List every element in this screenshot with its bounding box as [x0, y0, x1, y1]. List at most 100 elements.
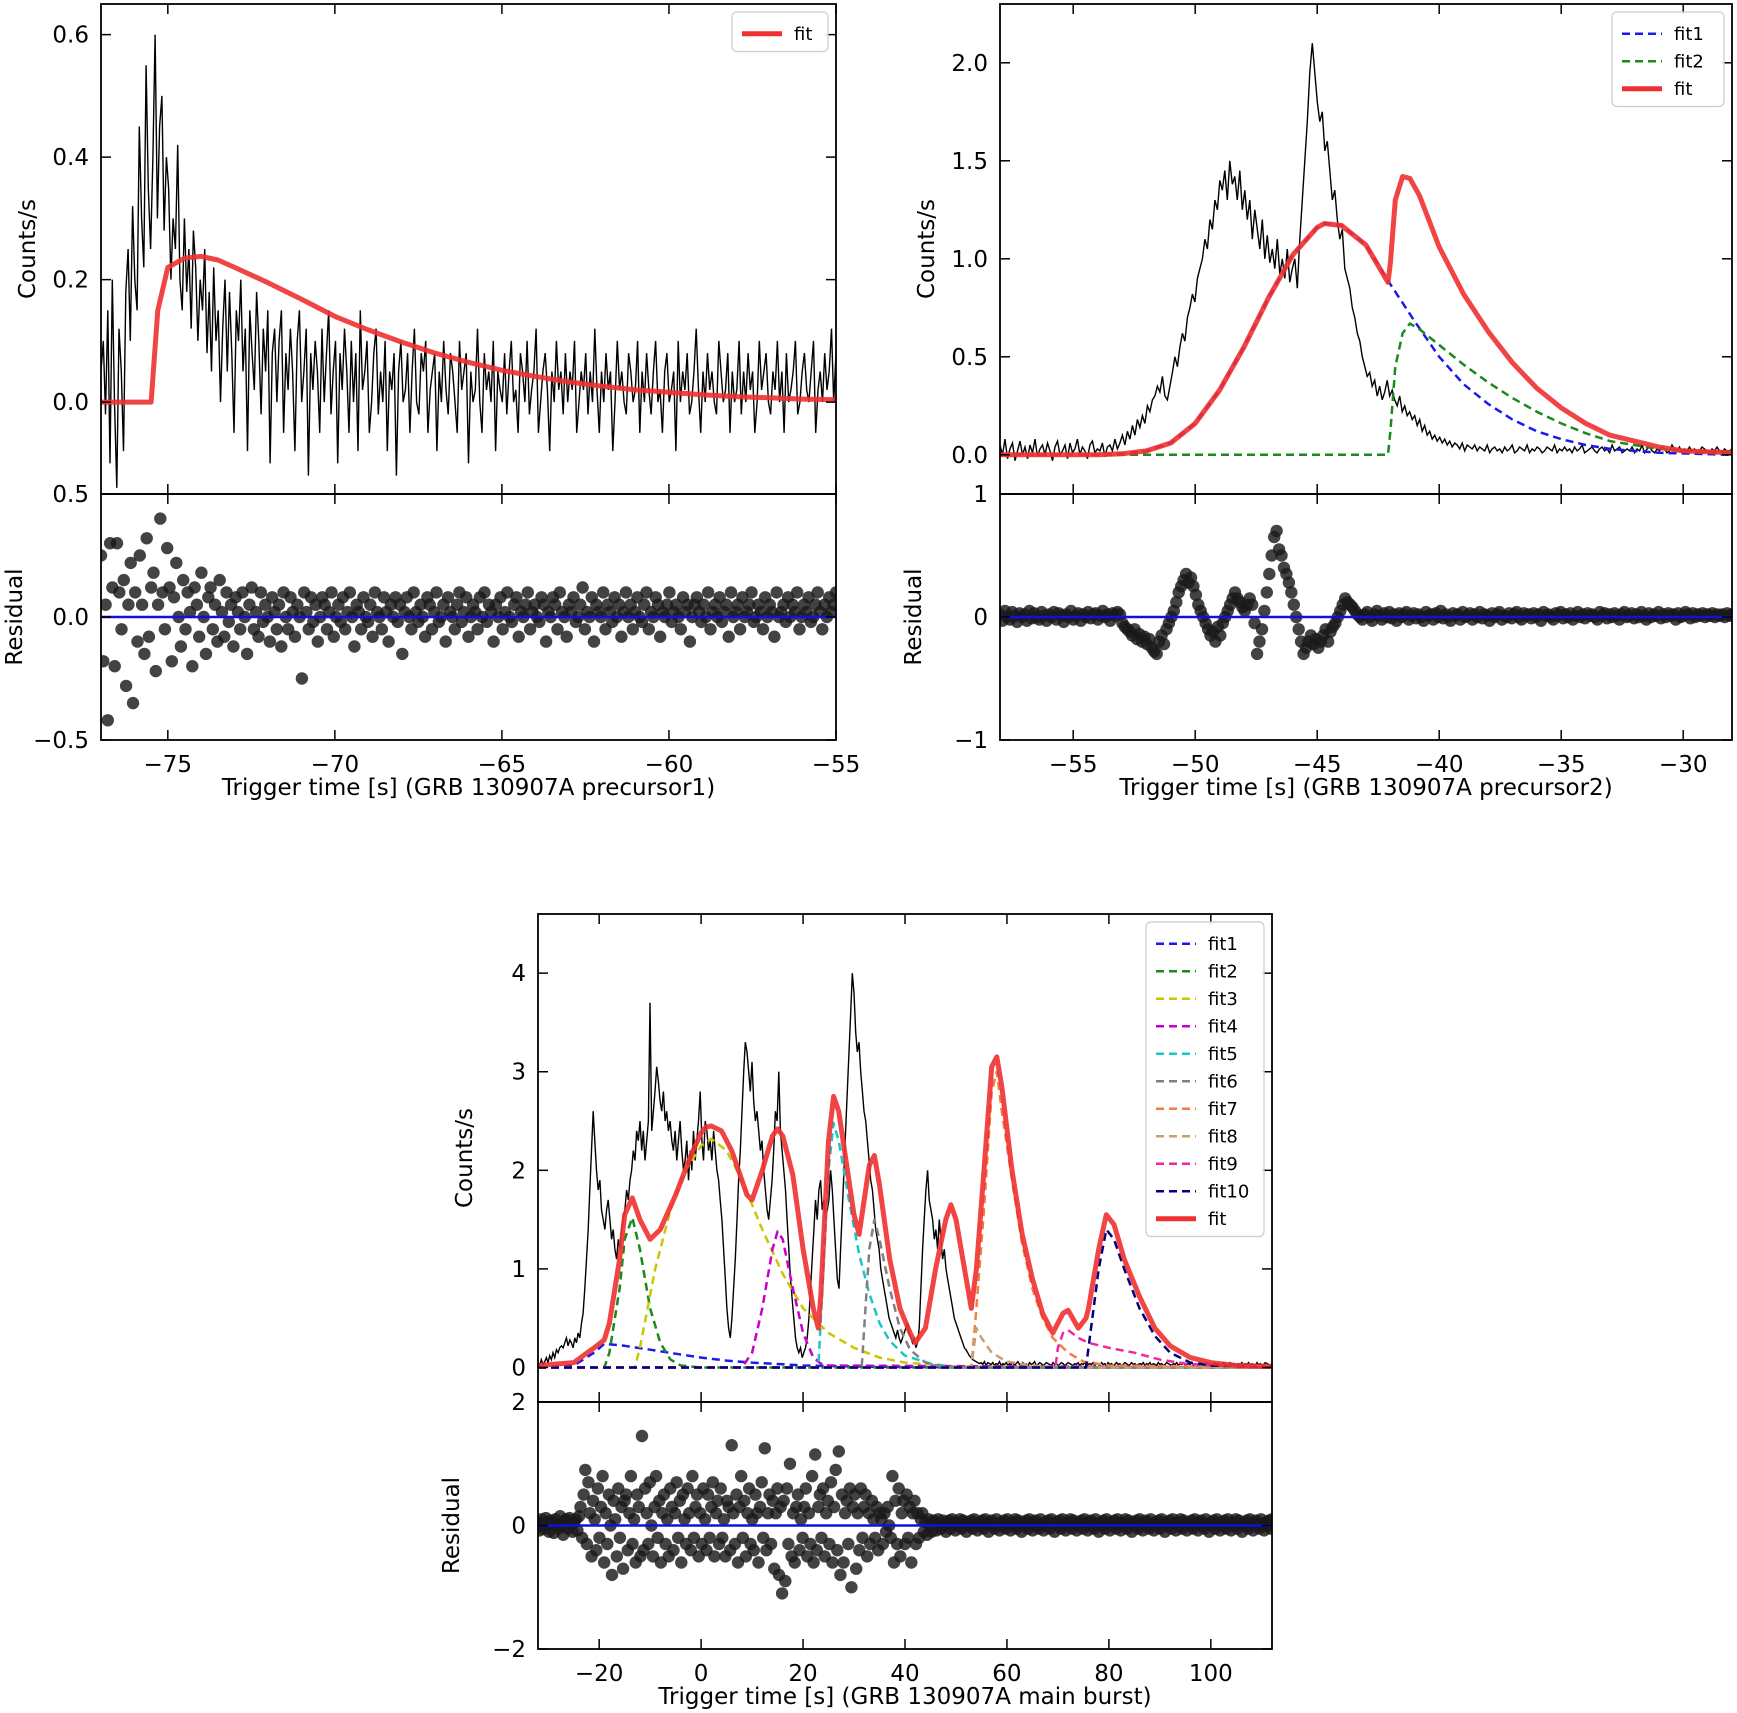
residual-point	[1265, 1513, 1272, 1526]
residual-point	[576, 581, 589, 594]
residual-point	[626, 623, 639, 636]
residual-point	[193, 630, 206, 643]
top-panel-frame	[100, 3, 837, 495]
residual-point	[551, 623, 564, 636]
residual-point	[145, 581, 158, 594]
residual-point	[591, 1482, 605, 1495]
residual-point	[824, 1476, 838, 1489]
residual-point	[245, 581, 258, 594]
residual-point	[807, 1556, 820, 1569]
residual-point	[670, 1476, 683, 1489]
residual-point	[275, 640, 288, 653]
residual-point	[703, 1531, 716, 1545]
series-line-fit6	[538, 1218, 1272, 1369]
residual-point	[113, 586, 126, 599]
residual-point	[598, 1556, 611, 1569]
residual-point	[101, 549, 108, 562]
residual-point	[272, 598, 286, 611]
series-line-fit2	[538, 1216, 1272, 1369]
residual-point	[791, 586, 804, 599]
residual-point	[681, 1482, 694, 1495]
residual-point	[704, 623, 717, 636]
residual-point	[325, 586, 338, 599]
x-tick-label: −60	[645, 752, 694, 778]
residual-point	[288, 630, 302, 643]
residual-point	[147, 566, 160, 579]
residual-point	[616, 1562, 630, 1575]
residual-point	[601, 1537, 614, 1551]
x-tick-label: −35	[1537, 752, 1586, 778]
top-panel-plot-area	[101, 34, 836, 488]
residual-point	[809, 1448, 822, 1461]
residual-point	[101, 714, 115, 727]
residual-point	[343, 586, 356, 599]
legend-box	[1145, 921, 1265, 1238]
y-tick-label: 0	[511, 1355, 526, 1381]
residual-point	[850, 1562, 863, 1575]
residual-point	[609, 1513, 622, 1526]
x-tick-label: −45	[1293, 752, 1342, 778]
residual-point	[119, 679, 133, 693]
residual-point	[725, 1439, 738, 1452]
residual-point	[597, 586, 610, 599]
y-tick-label: −1	[954, 728, 988, 754]
series-line-fit	[1000, 174, 1732, 458]
x-tick-label: −20	[575, 1661, 624, 1687]
residual-point	[553, 586, 566, 599]
residual-point	[768, 630, 781, 643]
y-tick-label: 3	[511, 1060, 526, 1086]
residual-point	[165, 655, 178, 668]
x-axis-label: Trigger time [s] (GRB 130907A precursor2…	[1118, 775, 1612, 801]
residual-point	[480, 615, 493, 629]
residual-point	[837, 1556, 850, 1569]
residual-point	[834, 1568, 847, 1582]
x-tick-label: 40	[890, 1661, 919, 1687]
residual-point	[831, 1544, 844, 1557]
residual-point	[908, 1494, 921, 1508]
x-tick-label: −55	[812, 752, 861, 778]
residual-point	[805, 1469, 819, 1483]
residual-point	[620, 1488, 633, 1501]
residual-point	[188, 581, 201, 594]
residual-point	[675, 1556, 688, 1569]
residual-point	[252, 630, 265, 643]
residual-point	[811, 586, 824, 599]
residual-point	[827, 1500, 841, 1514]
residual-point	[724, 586, 738, 599]
data-line	[101, 34, 836, 488]
residual-point	[533, 615, 546, 629]
legend: fit1 fit2 fit3 fit4 fit5 fit6 fit7 fit8 fit9 fit1…	[1145, 921, 1265, 1238]
residual-point	[845, 1581, 858, 1594]
residual-point	[842, 1537, 855, 1551]
residual-point	[254, 586, 267, 599]
residual-point	[204, 581, 217, 594]
residual-point	[539, 635, 553, 648]
legend-label-fit: fit	[794, 24, 812, 45]
residual-point	[190, 598, 204, 611]
residual-point	[163, 581, 176, 594]
residual-point	[215, 605, 229, 619]
residual-point	[667, 1544, 680, 1557]
chart-main_burst: 01234Counts/sfit1fit2fit3fit4fit5fit6fit…	[439, 913, 1273, 1710]
residual-point	[829, 586, 836, 599]
residual-point	[886, 1469, 899, 1483]
top-panel-plot-area	[1000, 43, 1732, 461]
residual-point	[441, 591, 455, 604]
x-tick-label: 0	[694, 1661, 709, 1687]
residual-point	[578, 623, 592, 636]
residual-point	[587, 635, 601, 648]
residual-point	[701, 1488, 715, 1501]
residual-point	[708, 1550, 721, 1563]
residual-point	[572, 1510, 586, 1523]
residual-point	[430, 586, 443, 599]
residual-point	[649, 1469, 663, 1483]
residual-point	[711, 1494, 724, 1508]
y-axis-label: Residual	[901, 568, 927, 665]
residual-point	[142, 630, 156, 643]
series-line-fit8	[538, 1326, 1272, 1369]
residual-point	[788, 1556, 801, 1569]
x-tick-label: −50	[1171, 752, 1220, 778]
residual-point	[756, 623, 770, 636]
residual-point	[613, 1531, 627, 1545]
y-tick-label: 0.2	[52, 268, 89, 294]
